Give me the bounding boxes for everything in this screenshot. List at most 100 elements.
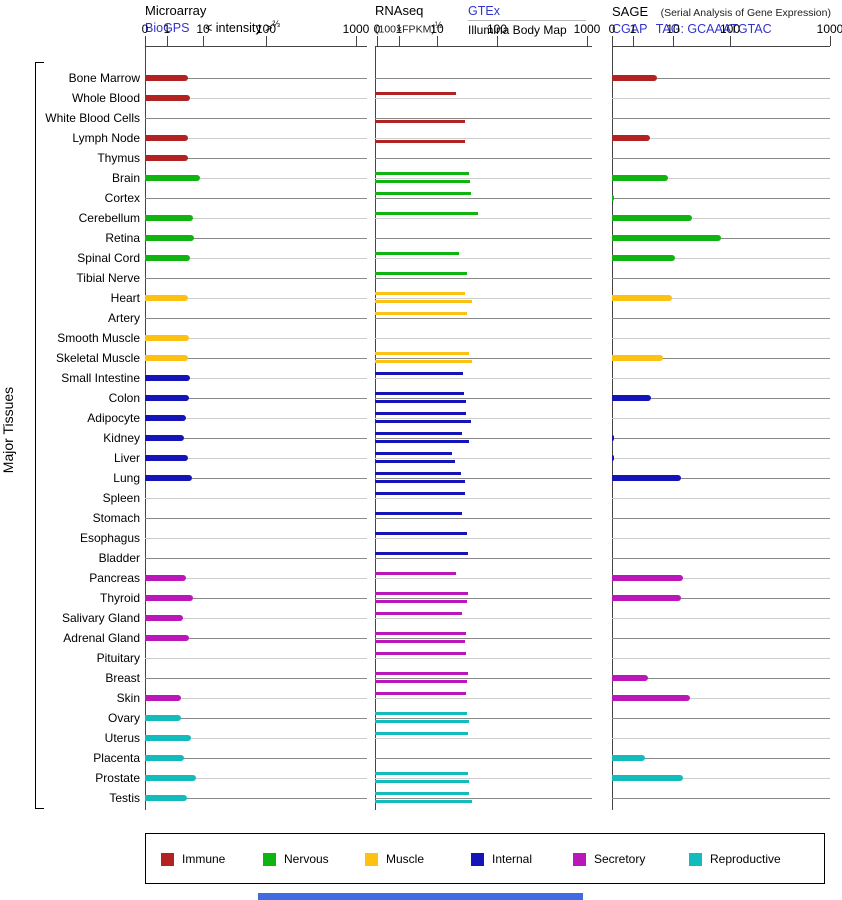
grid-line — [612, 798, 830, 799]
grid-line — [612, 358, 830, 359]
biogps-link[interactable]: BioGPS — [145, 21, 190, 36]
panel-x-axis-line — [375, 46, 592, 47]
grid-line — [375, 438, 592, 439]
grid-line — [375, 198, 592, 199]
grid-line — [375, 138, 592, 139]
axis-tick — [167, 36, 168, 46]
tissue-label: Spleen — [102, 491, 140, 505]
grid-line — [612, 218, 830, 219]
grid-line — [375, 238, 592, 239]
grid-line — [145, 698, 367, 699]
axis-tick-label: 0 — [141, 22, 149, 36]
bar-microarray — [145, 155, 188, 161]
grid-line — [375, 478, 592, 479]
tissue-label: Salivary Gland — [61, 611, 140, 625]
grid-line — [145, 218, 367, 219]
gtex-link[interactable]: GTEx — [468, 4, 500, 18]
bar-sage — [612, 75, 657, 81]
bar-sage — [612, 195, 614, 201]
axis-tick — [830, 36, 831, 46]
legend-swatch-reproductive — [689, 853, 702, 866]
bar-rnaseq-gtex — [375, 792, 469, 795]
grid-line — [612, 298, 830, 299]
bar-rnaseq-gtex — [375, 632, 466, 635]
grid-line — [612, 698, 830, 699]
axis-tick-label: 1 — [395, 22, 403, 36]
grid-line — [145, 98, 367, 99]
bar-sage — [612, 435, 614, 441]
bar-rnaseq-illumina — [375, 140, 465, 143]
illumina-body-map-label: Illumina Body Map — [468, 23, 567, 37]
grid-line — [145, 598, 367, 599]
bar-microarray — [145, 235, 194, 241]
grid-line — [375, 758, 592, 759]
rnaseq-panel-title: RNAseq — [375, 3, 424, 18]
tissue-label: Lung — [113, 471, 140, 485]
axis-tick-label: 1000 — [573, 22, 601, 36]
legend-swatch-muscle — [365, 853, 378, 866]
bar-rnaseq-illumina — [375, 600, 467, 603]
grid-line — [145, 618, 367, 619]
tissue-label: Pituitary — [96, 651, 140, 665]
grid-line — [612, 98, 830, 99]
bar-microarray — [145, 755, 184, 761]
legend-label: Internal — [492, 852, 533, 866]
grid-line — [145, 758, 367, 759]
axis-tick — [377, 36, 378, 46]
axis-tick-label: 0 — [373, 22, 381, 36]
grid-line — [612, 498, 830, 499]
bar-microarray — [145, 415, 186, 421]
tissue-label: Heart — [110, 291, 140, 305]
cgap-link[interactable]: CGAP — [612, 22, 648, 36]
legend-box: Immune Nervous Muscle Internal Secretory Repr… — [145, 833, 825, 884]
tissue-label: Testis — [109, 791, 140, 805]
legend-swatch-secretory — [573, 853, 586, 866]
bar-microarray — [145, 255, 190, 261]
axis-tick — [587, 36, 588, 46]
axis-tick — [356, 36, 357, 46]
tissue-label: Uterus — [104, 731, 140, 745]
tissue-label: Skin — [116, 691, 140, 705]
grid-line — [145, 278, 367, 279]
grid-line — [145, 718, 367, 719]
bar-sage — [612, 575, 683, 581]
axis-tick-label: 10 — [196, 22, 210, 36]
bar-rnaseq-illumina — [375, 300, 472, 303]
bar-rnaseq-illumina — [375, 180, 470, 183]
grid-line — [375, 298, 592, 299]
bar-microarray — [145, 95, 190, 101]
grid-line — [612, 518, 830, 519]
grid-line — [375, 578, 592, 579]
bar-rnaseq-gtex — [375, 672, 468, 675]
grid-line — [145, 178, 367, 179]
axis-tick — [730, 36, 731, 46]
grid-line — [375, 598, 592, 599]
tissue-label: Thyroid — [99, 591, 140, 605]
grid-line — [375, 358, 592, 359]
axis-tick-label: 1000 — [816, 22, 842, 36]
rnaseq-unit-label: (100×FPKM)½ — [375, 20, 443, 36]
axis-tick — [612, 36, 613, 46]
grid-line — [145, 638, 367, 639]
grid-line — [145, 738, 367, 739]
bar-rnaseq-gtex — [375, 292, 465, 295]
bar-microarray — [145, 635, 189, 641]
grid-line — [612, 318, 830, 319]
grid-line — [375, 538, 592, 539]
bar-microarray — [145, 175, 200, 181]
sage-panel-subtitle: (Serial Analysis of Gene Expression) — [660, 7, 831, 19]
grid-line — [612, 258, 830, 259]
legend-label: Secretory — [594, 852, 646, 866]
tissue-label: Brain — [111, 171, 140, 185]
bar-sage — [612, 295, 672, 301]
grid-line — [145, 138, 367, 139]
footer-strip — [258, 893, 583, 900]
axis-tick — [266, 36, 267, 46]
grid-line — [145, 338, 367, 339]
bar-rnaseq-illumina — [375, 800, 472, 803]
axis-tick-label: 100 — [486, 22, 508, 36]
bar-rnaseq-gtex — [375, 452, 452, 455]
axis-tick — [437, 36, 438, 46]
bar-microarray — [145, 455, 188, 461]
